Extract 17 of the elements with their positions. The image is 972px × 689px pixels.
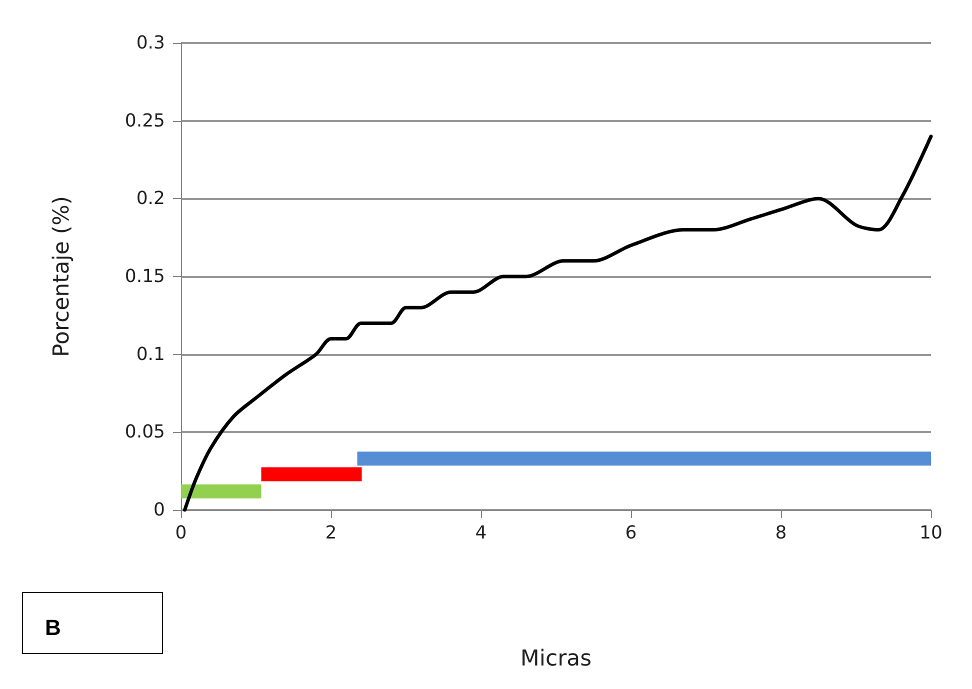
y-tick-label: 0.15 (124, 266, 165, 287)
x-tick-label: 10 (920, 522, 942, 544)
x-tick-label: 6 (625, 522, 637, 544)
x-tick-label: 8 (775, 522, 787, 544)
x-tick-label: 0 (175, 522, 187, 544)
line-series (183, 134, 933, 512)
y-tick-label: 0.25 (124, 110, 165, 132)
text: B (22, 592, 163, 654)
y-axis-title: Porcentaje (%) (50, 196, 74, 357)
y-tick-label: 0.05 (124, 422, 165, 443)
x-tick-label: 4 (475, 522, 487, 544)
x-axis-title: Micras (520, 646, 592, 672)
y-tick-label: 0.3 (136, 32, 165, 54)
x-tick-label: 2 (325, 522, 337, 544)
y-tick-label: 0.2 (136, 188, 165, 210)
y-tick-label: 0 (154, 500, 165, 520)
y-tick-label: 0.1 (136, 344, 165, 365)
